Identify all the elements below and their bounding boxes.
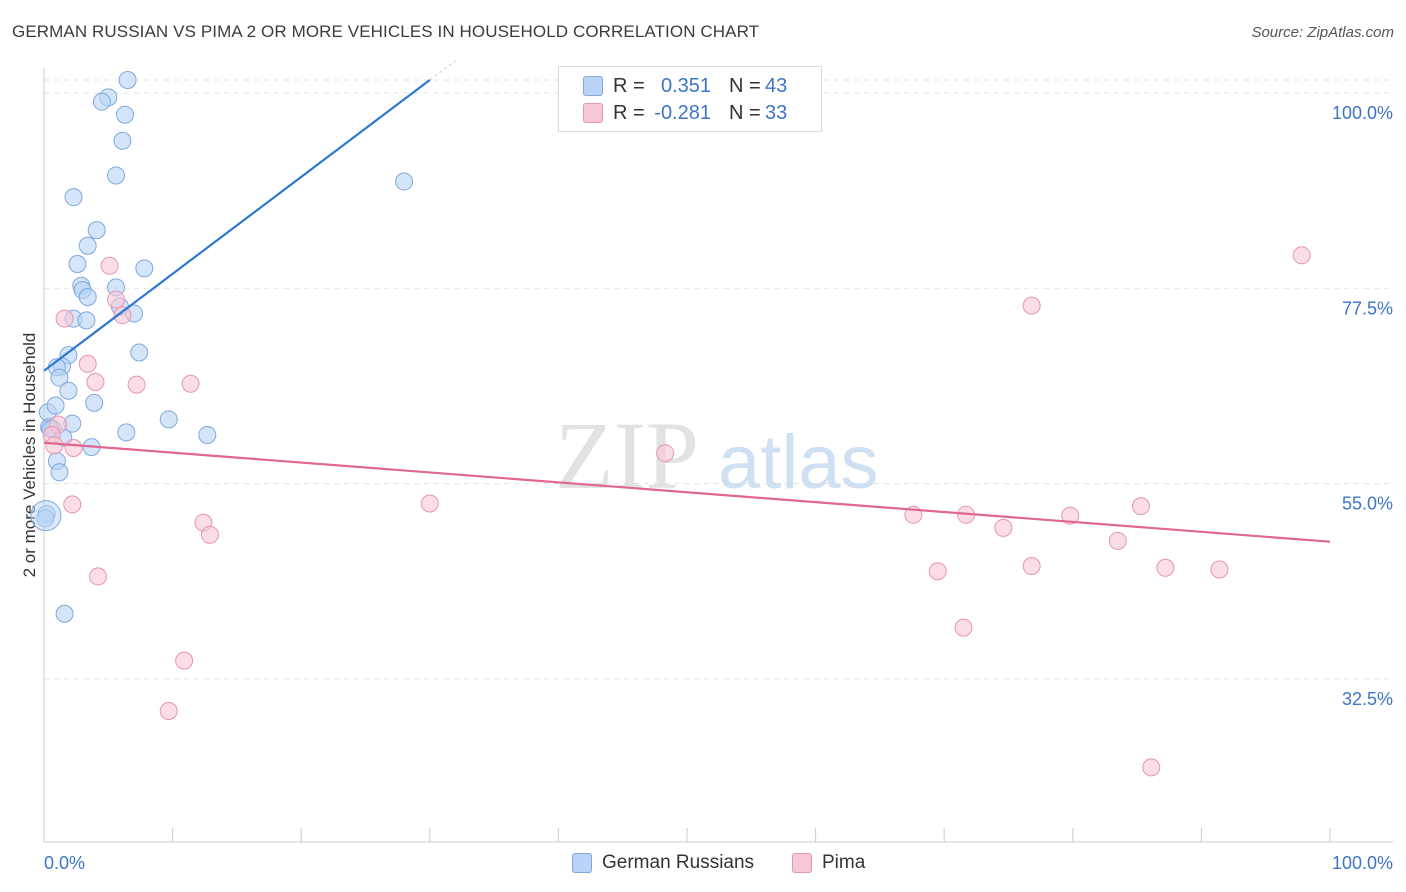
grid-layer xyxy=(44,79,1394,680)
german-russians-point xyxy=(198,425,217,444)
pima-point xyxy=(420,494,439,513)
y-tick-label: 77.5% xyxy=(1342,298,1393,318)
pima-point xyxy=(175,651,194,670)
pima-point xyxy=(656,444,675,463)
legend-row-german-russians: R = 0.351 N = 43 xyxy=(583,73,787,99)
watermark-atlas: atlas xyxy=(718,420,879,505)
tick-label-layer: 32.5% 55.0% 77.5% 100.0% 0.0% 100.0% xyxy=(44,103,1393,873)
german-russians-point xyxy=(395,172,414,191)
pima-point xyxy=(200,525,219,544)
german-russians-point xyxy=(68,254,87,273)
pima-point xyxy=(1131,497,1150,516)
y-tick-label: 55.0% xyxy=(1342,494,1393,514)
bottom-legend-label: German Russians xyxy=(602,852,755,873)
german-russians-point xyxy=(55,604,74,623)
pima-point xyxy=(1022,296,1041,315)
chart-title: GERMAN RUSSIAN VS PIMA 2 OR MORE VEHICLE… xyxy=(12,22,760,41)
axis-layer xyxy=(43,68,1393,843)
pima-point xyxy=(994,518,1013,537)
german-russians-trend-line xyxy=(43,79,431,372)
german-russians-point xyxy=(117,423,136,442)
pima-point xyxy=(1022,557,1041,576)
pima-point xyxy=(1292,246,1311,265)
legend-r-label: R = xyxy=(613,74,645,97)
pima-point xyxy=(1061,506,1080,525)
pima-trend-line xyxy=(43,441,1331,543)
x-tick-label: 0.0% xyxy=(44,853,85,873)
german-russians-point xyxy=(159,410,178,429)
pima-point xyxy=(45,436,64,455)
pima-point xyxy=(86,373,105,392)
pima-point xyxy=(1156,558,1175,577)
german-russians-point xyxy=(92,92,111,111)
legend-n-label: N = xyxy=(729,74,761,97)
pima-point xyxy=(55,309,74,328)
pima-point xyxy=(89,567,108,586)
pima-point xyxy=(954,618,973,637)
bottom-legend-pima: Pima xyxy=(792,852,865,874)
german-russians-point xyxy=(113,131,132,150)
german-russians-point xyxy=(78,287,97,306)
pima-point xyxy=(100,256,119,275)
german-russians-point xyxy=(46,396,65,415)
bottom-legend-label: Pima xyxy=(822,852,866,873)
german-russians-point xyxy=(64,188,83,207)
legend-n-value: 43 xyxy=(765,74,788,97)
x-tick-label: 100.0% xyxy=(1332,853,1393,873)
pima-point xyxy=(1210,560,1229,579)
german-russians-point xyxy=(130,343,149,362)
pima-point xyxy=(64,438,83,457)
german-russians-point xyxy=(107,166,126,185)
german-russians-point xyxy=(77,311,96,330)
legend-row-pima: R = -0.281 N = 33 xyxy=(583,100,787,126)
watermark-zip: ZIP xyxy=(555,402,699,509)
legend-swatch-blue xyxy=(583,76,603,96)
german-russians-point xyxy=(50,463,69,482)
german-russians-point xyxy=(78,236,97,255)
bottom-legend-german-russians: German Russians xyxy=(572,852,754,874)
pima-point xyxy=(928,562,947,581)
pima-point xyxy=(159,701,178,720)
german-russians-trend-extension xyxy=(429,60,456,81)
legend-r-value: -0.281 xyxy=(654,101,711,124)
bottom-legend-swatch-pink xyxy=(792,853,812,873)
watermark: ZIP atlas xyxy=(555,402,879,509)
legend-r-value: 0.351 xyxy=(660,74,711,97)
german-russians-point xyxy=(118,71,137,89)
bottom-legend-swatch-blue xyxy=(572,853,592,873)
correlation-legend: R = 0.351 N = 43 R = -0.281 N = 33 xyxy=(558,66,822,132)
legend-n-value: 33 xyxy=(765,101,788,124)
points-layer xyxy=(30,71,1311,777)
y-tick-label: 100.0% xyxy=(1332,103,1393,123)
german-russians-point xyxy=(87,221,106,240)
pima-point xyxy=(107,290,126,309)
german-russians-point xyxy=(50,368,69,387)
legend-r-label: R = xyxy=(613,101,645,124)
pima-point xyxy=(63,495,82,514)
pima-point xyxy=(1108,531,1127,550)
pima-point xyxy=(113,306,132,325)
pima-point xyxy=(181,374,200,393)
german-russians-point xyxy=(135,259,154,278)
pima-point xyxy=(127,375,146,394)
y-tick-label: 32.5% xyxy=(1342,689,1393,709)
german-russians-point xyxy=(59,381,78,400)
legend-n-label: N = xyxy=(729,101,761,124)
pima-point xyxy=(1142,758,1161,777)
german-russians-cluster-point xyxy=(30,500,62,532)
german-russians-point xyxy=(85,393,104,412)
trend-layer xyxy=(43,60,1331,543)
legend-swatch-pink xyxy=(583,103,603,123)
source-label: Source: ZipAtlas.com xyxy=(1251,24,1394,41)
pima-point xyxy=(78,354,97,373)
german-russians-point xyxy=(116,105,135,124)
